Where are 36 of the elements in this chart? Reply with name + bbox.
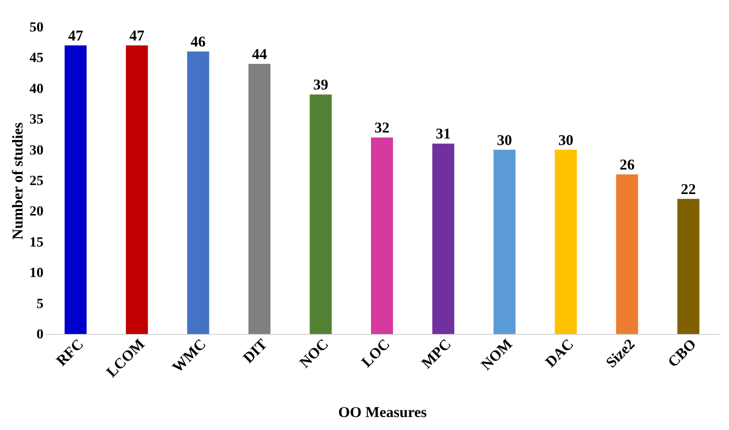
bar — [187, 52, 210, 334]
data-label: 30 — [497, 132, 512, 149]
y-tick-label: 5 — [36, 296, 44, 312]
bar — [248, 64, 270, 334]
y-tick-label: 10 — [30, 266, 44, 282]
y-tick-label: 40 — [30, 82, 44, 97]
data-label: 44 — [252, 46, 268, 63]
data-label: 30 — [558, 132, 574, 149]
bar — [371, 138, 393, 334]
y-tick-label: 35 — [30, 112, 44, 128]
data-label: 46 — [190, 34, 206, 51]
data-label: 22 — [680, 182, 696, 198]
bar — [64, 45, 87, 334]
data-label: 26 — [620, 157, 636, 174]
data-label: 47 — [68, 28, 84, 44]
y-tick-label: 50 — [30, 20, 44, 36]
y-tick-label: 45 — [30, 51, 44, 66]
y-axis-title: Number of studies — [10, 122, 26, 240]
y-tick-label: 30 — [30, 143, 44, 158]
data-label: 32 — [374, 120, 390, 137]
y-tick-label: 25 — [30, 174, 44, 189]
bar — [616, 174, 638, 334]
y-tick-label: 15 — [30, 235, 44, 250]
y-tick-label: 0 — [36, 328, 44, 342]
bar — [554, 150, 577, 334]
bar — [310, 94, 332, 334]
bar — [677, 198, 700, 334]
x-axis-title: OO Measures — [338, 405, 427, 422]
bar — [494, 150, 516, 334]
x-tick-label: DIT — [240, 336, 271, 367]
data-label: 39 — [313, 78, 328, 94]
bar — [432, 144, 454, 334]
y-tick-label: 20 — [30, 204, 44, 220]
bar — [126, 45, 148, 334]
data-label: 31 — [436, 126, 451, 143]
data-label: 47 — [129, 28, 145, 44]
